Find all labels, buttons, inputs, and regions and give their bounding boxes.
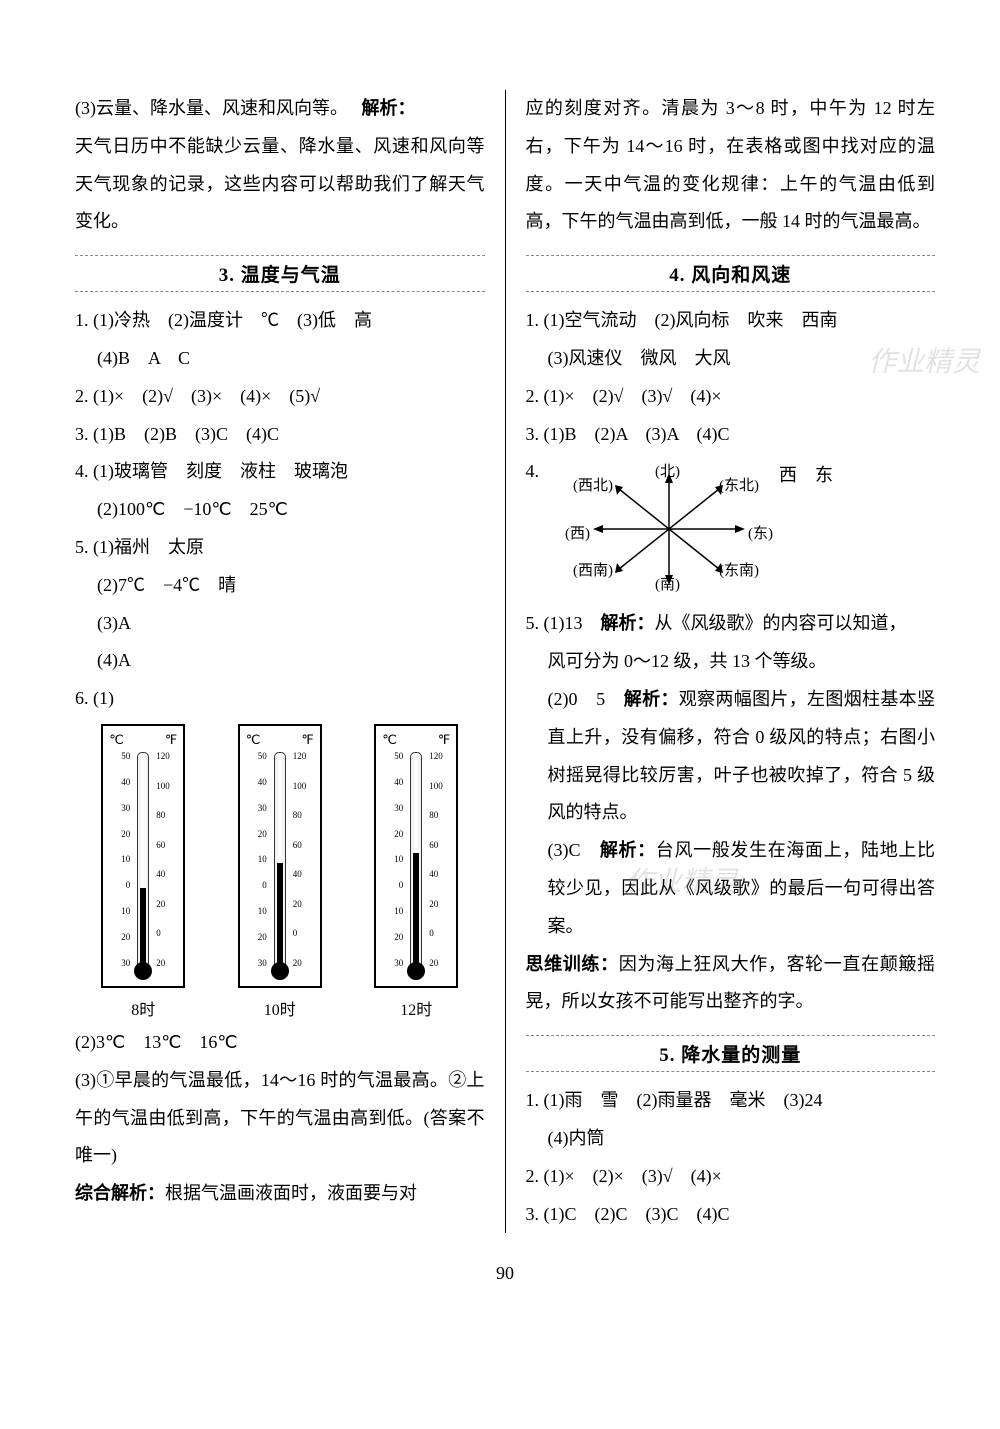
para: (2)0 5 解析：观察两幅图片，左图烟柱基本竖直上升，没有偏移，符合 0 级风… (526, 681, 936, 832)
scale-celsius: 50403020100102030 (379, 752, 403, 968)
scale-fahrenheit: 12010080604020020 (429, 752, 453, 968)
text: 从《风级歌》的内容可以知道， (655, 613, 907, 633)
answer-line: 5. (1)福州 太原 (75, 529, 485, 567)
unit-f: ℉ (438, 732, 450, 748)
scale-celsius: 50403020100102030 (106, 752, 130, 968)
label-analysis: 解析： (601, 613, 655, 633)
para: 应的刻度对齐。清晨为 3～8 时，中午为 12 时左右，下午为 14～16 时，… (526, 90, 936, 241)
section-title-3: 3. 温度与气温 (75, 255, 485, 292)
para: 5. (1)13 解析：从《风级歌》的内容可以知道， (526, 605, 936, 643)
compass-e: (东) (748, 519, 773, 551)
label-analysis: 解析： (362, 98, 416, 118)
thermometer: ℃ ℉ 50403020100102030 12010080604020020 (374, 724, 458, 988)
answer-line: (4)A (75, 642, 485, 680)
compass-nw: (西北) (573, 471, 613, 503)
answer-line: 4. (1)玻璃管 刻度 液柱 玻璃泡 (75, 453, 485, 491)
para: 风可分为 0～12 级，共 13 个等级。 (526, 643, 936, 681)
right-column: 作业精灵 作业精灵 应的刻度对齐。清晨为 3～8 时，中午为 12 时左右，下午… (506, 90, 951, 1233)
text: (2)0 5 (548, 689, 624, 709)
text: (3)云量、降水量、风速和风向等。 (75, 98, 339, 118)
para: 综合解析：根据气温画液面时，液面要与对 (75, 1175, 485, 1213)
answer-text: 西 东 (779, 457, 833, 495)
answer-line: (4)内筒 (526, 1120, 936, 1158)
compass-ne: (东北) (719, 471, 759, 503)
label-analysis: 综合解析： (75, 1183, 165, 1203)
text: (3)C (548, 840, 600, 860)
thermometer-bulb (407, 962, 425, 980)
answer-line: 3. (1)C (2)C (3)C (4)C (526, 1196, 936, 1234)
label-think: 思维训练： (526, 954, 619, 974)
label: 4. (526, 453, 540, 491)
unit-c: ℃ (109, 732, 124, 748)
answer-line: (2)7℃ −4℃ 晴 (75, 567, 485, 605)
thermometer-bulb (134, 962, 152, 980)
unit-f: ℉ (165, 732, 177, 748)
answer-line: 3. (1)B (2)B (3)C (4)C (75, 416, 485, 454)
compass-se: (东南) (719, 556, 759, 588)
para: 天气日历中不能缺少云量、降水量、风速和风向等天气现象的记录，这些内容可以帮助我们… (75, 128, 485, 241)
compass-n: (北) (655, 457, 680, 489)
scale-fahrenheit: 12010080604020020 (293, 752, 317, 968)
thermometer-item: ℃ ℉ 50403020100102030 12010080604020020 … (101, 724, 185, 1020)
thermometer-item: ℃ ℉ 50403020100102030 12010080604020020 … (374, 724, 458, 1020)
label-analysis: 解析： (624, 689, 679, 709)
thermometer-row: ℃ ℉ 50403020100102030 12010080604020020 … (75, 724, 485, 1020)
unit-f: ℉ (301, 732, 313, 748)
thermometer-liquid (277, 863, 283, 968)
thermometer: ℃ ℉ 50403020100102030 12010080604020020 (238, 724, 322, 988)
section-title-4: 4. 风向和风速 (526, 255, 936, 292)
thermometer-time: 12时 (400, 996, 432, 1020)
text: 根据气温画液面时，液面要与对 (165, 1183, 417, 1203)
compass-w: (西) (565, 519, 590, 551)
thermometer-liquid (140, 888, 146, 968)
unit-c: ℃ (382, 732, 397, 748)
scale-fahrenheit: 12010080604020020 (156, 752, 180, 968)
answer-line: 6. (1) (75, 680, 485, 718)
thermometer-liquid (413, 853, 419, 968)
answer-line: (3)A (75, 605, 485, 643)
answer-line: (3)①早晨的气温最低，14～16 时的气温最高。②上午的气温由低到高，下午的气… (75, 1062, 485, 1175)
section-title-5: 5. 降水量的测量 (526, 1035, 936, 1072)
para: (3)C 解析：台风一般发生在海面上，陆地上比较少见，因此从《风级歌》的最后一句… (526, 832, 936, 945)
unit-c: ℃ (246, 732, 261, 748)
left-column: (3)云量、降水量、风速和风向等。 解析： 天气日历中不能缺少云量、降水量、风速… (60, 90, 506, 1233)
answer-line: (2)100℃ −10℃ 25℃ (75, 491, 485, 529)
thermometer-time: 10时 (264, 996, 296, 1020)
answer-line: 2. (1)× (2)× (3)√ (4)× (526, 1158, 936, 1196)
answer-line: (2)3℃ 13℃ 16℃ (75, 1024, 485, 1062)
answer-line: 3. (1)B (2)A (3)A (4)C (526, 416, 936, 454)
label-analysis: 解析： (600, 840, 656, 860)
thermometer-time: 8时 (131, 996, 155, 1020)
answer-line: 2. (1)× (2)√ (3)√ (4)× (526, 378, 936, 416)
thermometer-item: ℃ ℉ 50403020100102030 12010080604020020 … (238, 724, 322, 1020)
answer-line: 1. (1)雨 雪 (2)雨量器 毫米 (3)24 (526, 1082, 936, 1120)
compass-sw: (西南) (573, 556, 613, 588)
text: 5. (1)13 (526, 613, 601, 633)
thermometer: ℃ ℉ 50403020100102030 12010080604020020 (101, 724, 185, 988)
compass-s: (南) (655, 570, 680, 602)
compass-diagram: (北) (南) (东) (西) (东北) (西北) (东南) (西南) (569, 459, 769, 599)
scale-celsius: 50403020100102030 (243, 752, 267, 968)
para: (3)云量、降水量、风速和风向等。 解析： (75, 90, 485, 128)
answer-line: 2. (1)× (2)√ (3)× (4)× (5)√ (75, 378, 485, 416)
thermometer-bulb (271, 962, 289, 980)
para: 思维训练：因为海上狂风大作，客轮一直在颠簸摇晃，所以女孩不可能写出整齐的字。 (526, 946, 936, 1022)
answer-line: (4)B A C (75, 340, 485, 378)
answer-line: 1. (1)冷热 (2)温度计 ℃ (3)低 高 (75, 302, 485, 340)
answer-line: 1. (1)空气流动 (2)风向标 吹来 西南 (526, 302, 936, 340)
page-number: 90 (60, 1263, 950, 1284)
answer-line: (3)风速仪 微风 大风 (526, 340, 936, 378)
answer-line: 4. (526, 453, 936, 605)
